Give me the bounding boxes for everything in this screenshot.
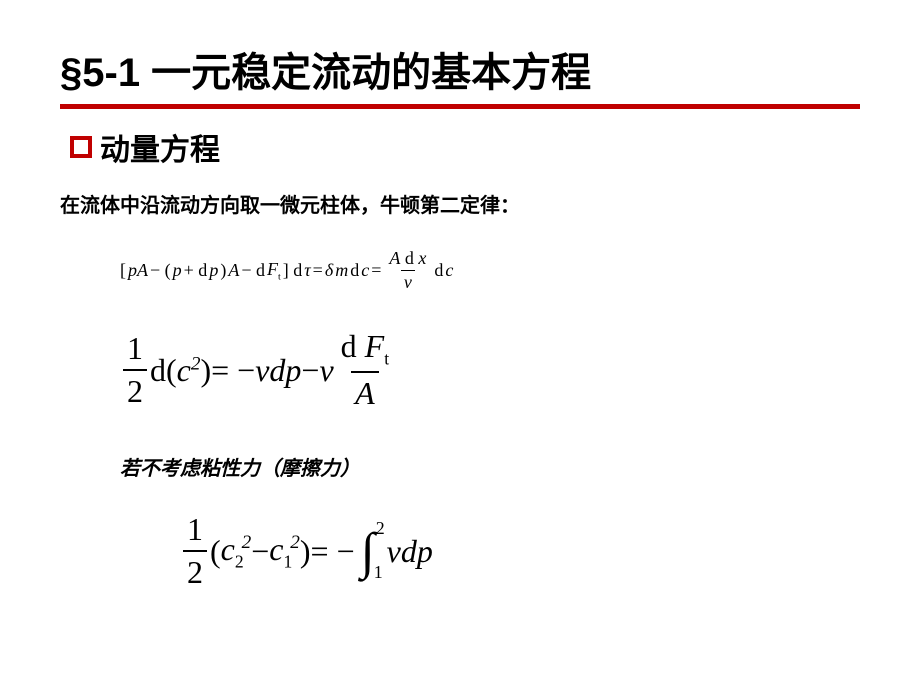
slide: §5-1 一元稳定流动的基本方程 动量方程 在流体中沿流动方向取一微元柱体，牛顿… [0, 0, 920, 690]
integral-icon: ∫ 2 1 [361, 522, 375, 581]
eq2-c: c2 [177, 352, 201, 389]
eq1-frac-num: A d x [386, 248, 429, 270]
eq1-tau: τ [304, 260, 310, 281]
eq1-frac-den: v [401, 270, 415, 293]
eq1-dc2: d [434, 260, 443, 281]
section-heading: 动量方程 [100, 125, 220, 169]
eq2-v2: v [319, 352, 333, 389]
eq2-close: ) [200, 352, 211, 389]
eq1-p: p [173, 260, 182, 281]
eq2-v: v [255, 352, 269, 389]
eq1-plus: + d [184, 260, 208, 281]
note-text: 若不考虑粘性力（摩擦力） [120, 452, 860, 481]
eq2-frac-num: d Ft [337, 328, 393, 371]
equation-2: 1 2 d( c2 ) = − v dp − v d Ft A [120, 328, 860, 412]
eq1-minus2: − d [241, 260, 265, 281]
eq1-dc: d [350, 260, 359, 281]
eq1-p2: p [209, 260, 218, 281]
eq3-v: v [387, 533, 401, 570]
eq1-frac: A d x v [386, 248, 429, 293]
eq1-c2: c [445, 260, 453, 281]
title-underline [60, 104, 860, 109]
eq1-delta: δ [325, 260, 333, 281]
eq1-F: Ft [267, 259, 281, 283]
eq3-half: 1 2 [183, 511, 207, 591]
eq1-m: m [335, 260, 348, 281]
eq1-close1: ) [220, 260, 226, 281]
eq3-eq: = − [311, 533, 355, 570]
eq2-frac: d Ft A [337, 328, 393, 412]
eq2-frac-den: A [351, 371, 379, 412]
eq2-minus: − [301, 352, 319, 389]
body-text: 在流体中沿流动方向取一微元柱体，牛顿第二定律： [60, 189, 860, 218]
eq1-c: c [361, 260, 369, 281]
eq2-eq: = − [211, 352, 255, 389]
eq1-minus1: − ( [150, 260, 171, 281]
eq1-A: A [228, 260, 239, 281]
bullet-icon [70, 136, 92, 158]
eq1-eq2: = [371, 260, 381, 281]
eq2-dp: dp [269, 352, 301, 389]
eq2-half: 1 2 [123, 330, 147, 410]
eq3-c2: c22 [221, 531, 252, 572]
equation-3: 1 2 ( c22 − c12 ) = − ∫ 2 1 v dp [180, 511, 860, 591]
eq1-pA: pA [128, 260, 148, 281]
eq3-c1: c12 [269, 531, 300, 572]
eq1-eq: = [313, 260, 323, 281]
slide-title: §5-1 一元稳定流动的基本方程 [60, 40, 860, 98]
section-heading-row: 动量方程 [70, 125, 860, 169]
equation-1: [ pA − ( p + d p ) A − d Ft ] d τ = δ m … [120, 248, 860, 293]
eq3-dp: dp [401, 533, 433, 570]
eq3-open: ( [210, 533, 221, 570]
eq3-close: ) [300, 533, 311, 570]
eq2-d: d( [150, 352, 177, 389]
eq1-bracket: [ [120, 260, 126, 281]
eq3-minus: − [251, 533, 269, 570]
eq1-close2: ] d [283, 260, 303, 281]
